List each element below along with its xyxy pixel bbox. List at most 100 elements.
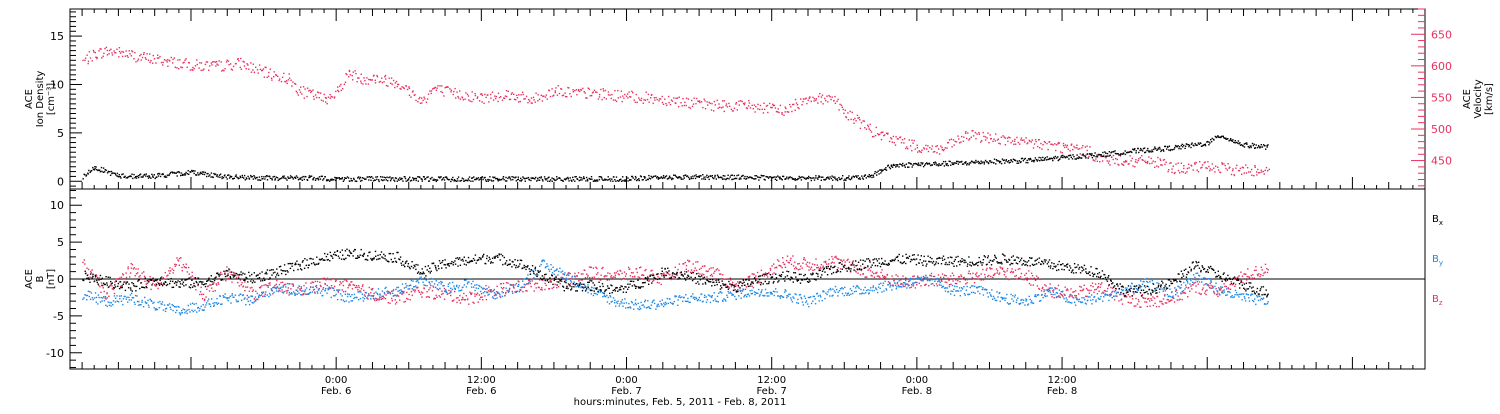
bz-point [586,274,587,275]
bz-point [706,276,707,277]
velocity-point [410,97,411,98]
bz-point [1018,269,1019,270]
by-point [333,295,334,296]
bz-point [262,296,263,297]
bz-point [637,272,638,273]
by-point [159,301,160,302]
by-point [471,283,472,284]
velocity-point [558,85,559,86]
density-point [386,179,387,180]
velocity-point [95,57,96,58]
bz-point [939,284,940,285]
velocity-point [477,96,478,97]
velocity-point [1264,173,1265,174]
density-point [116,175,117,176]
density-point [1205,145,1206,146]
density-point [253,178,254,179]
density-point [1092,157,1093,158]
bz-point [355,287,356,288]
density-point [574,176,575,177]
by-point [207,300,208,301]
density-point [819,176,820,177]
density-point [249,178,250,179]
by-point [118,301,119,302]
bz-point [997,270,998,271]
velocity-point [542,100,543,101]
velocity-point [1057,143,1058,144]
density-point [472,177,473,178]
by-point [743,296,744,297]
density-axis-label-line3: [cm⁻³] [46,83,57,115]
density-point [100,171,101,172]
bz-point [245,287,246,288]
velocity-point [884,134,885,135]
density-point [756,175,757,176]
density-point [754,175,755,176]
by-point [549,271,550,272]
velocity-point [622,95,623,96]
density-point [322,176,323,177]
velocity-point [459,90,460,91]
velocity-point [1007,137,1008,138]
by-point [119,298,120,299]
bz-point [941,281,942,282]
bz-point [1067,289,1068,290]
velocity-point [1088,156,1089,157]
velocity-point [1171,172,1172,173]
velocity-point [465,92,466,93]
density-point [109,171,110,172]
velocity-point [312,89,313,90]
by-point [673,303,674,304]
by-point [370,298,371,299]
density-point [557,178,558,179]
density-point [1153,149,1154,150]
bz-point [549,288,550,289]
velocity-point [258,72,259,73]
bz-point [662,273,663,274]
velocity-point [1256,171,1257,172]
by-point [605,296,606,297]
bz-point [432,290,433,291]
velocity-point [1138,160,1139,161]
density-point [453,180,454,181]
by-point [593,295,594,296]
velocity-point [318,92,319,93]
density-point [389,176,390,177]
density-point [307,180,308,181]
velocity-point [1012,140,1013,141]
density-point [494,177,495,178]
velocity-point [595,91,596,92]
by-point [805,298,806,299]
by-point [466,286,467,287]
density-point [882,170,883,171]
by-point [630,307,631,308]
bz-point [1152,296,1153,297]
bz-point [936,283,937,284]
by-point [706,302,707,303]
density-point [158,175,159,176]
by-point [298,292,299,293]
bz-point [570,278,571,279]
density-point [848,177,849,178]
bz-point [697,261,698,262]
density-point [153,177,154,178]
bz-point [293,284,294,285]
velocity-point [673,97,674,98]
velocity-point [569,93,570,94]
velocity-point [1196,162,1197,163]
bz-point [541,289,542,290]
density-point [1094,155,1095,156]
density-point [568,178,569,179]
density-point [1235,140,1236,141]
velocity-point [255,67,256,68]
by-point [127,302,128,303]
density-point [954,162,955,163]
velocity-point [328,97,329,98]
bz-point [630,275,631,276]
velocity-point [342,88,343,89]
density-point [1001,163,1002,164]
bz-point [990,276,991,277]
bz-point [594,278,595,279]
velocity-point [1246,172,1247,173]
velocity-point [606,98,607,99]
